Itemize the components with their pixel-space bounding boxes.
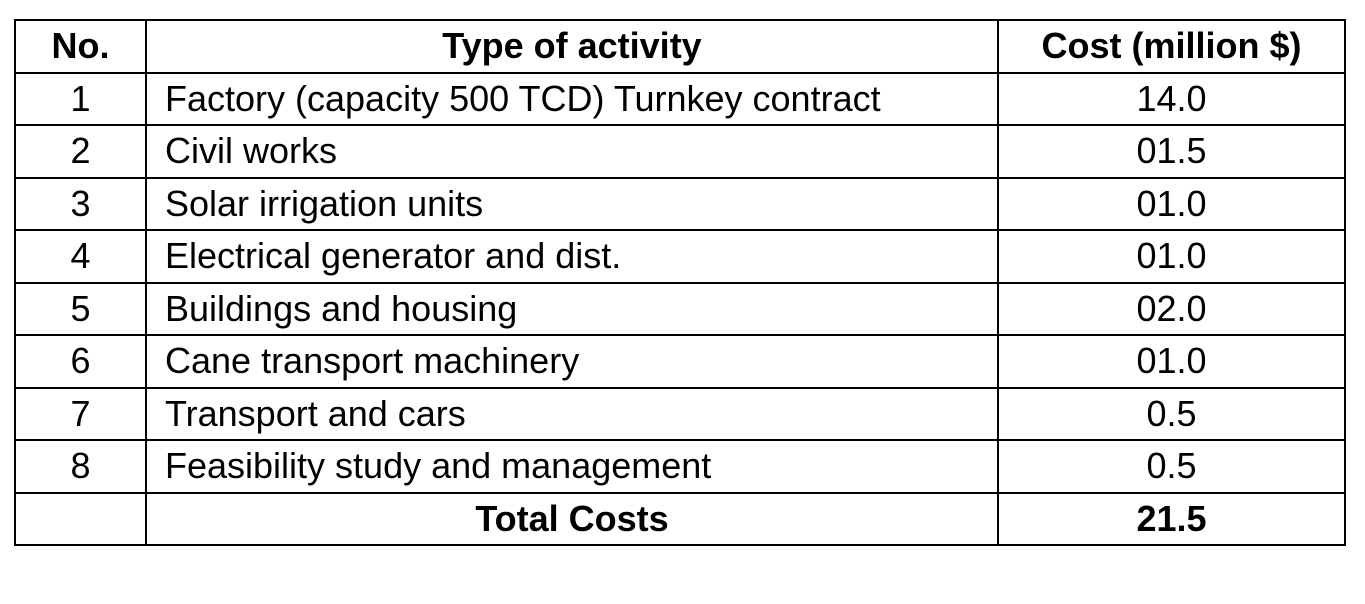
header-cost: Cost (million $): [997, 19, 1346, 74]
table-row: 5 Buildings and housing 02.0: [14, 281, 1346, 336]
table-row: 7 Transport and cars 0.5: [14, 386, 1346, 441]
row-cost: 01.0: [997, 229, 1346, 284]
table-row: 2 Civil works 01.5: [14, 124, 1346, 179]
table-row: 4 Electrical generator and dist. 01.0: [14, 229, 1346, 284]
row-activity: Solar irrigation units: [145, 176, 999, 231]
header-type-of-activity: Type of activity: [145, 19, 999, 74]
row-number: 7: [14, 386, 147, 441]
row-number: 2: [14, 124, 147, 179]
row-activity: Factory (capacity 500 TCD) Turnkey contr…: [145, 71, 999, 126]
table-row: 1 Factory (capacity 500 TCD) Turnkey con…: [14, 71, 1346, 126]
row-number: 3: [14, 176, 147, 231]
row-cost: 0.5: [997, 386, 1346, 441]
total-row: Total Costs 21.5: [14, 491, 1346, 546]
row-activity: Cane transport machinery: [145, 334, 999, 389]
row-cost: 14.0: [997, 71, 1346, 126]
table-row: 6 Cane transport machinery 01.0: [14, 334, 1346, 389]
row-activity: Electrical generator and dist.: [145, 229, 999, 284]
cost-table: No. Type of activity Cost (million $) 1 …: [14, 19, 1346, 546]
row-cost: 01.0: [997, 334, 1346, 389]
row-activity: Buildings and housing: [145, 281, 999, 336]
header-no: No.: [14, 19, 147, 74]
row-cost: 01.5: [997, 124, 1346, 179]
cost-table-container: No. Type of activity Cost (million $) 1 …: [14, 19, 1346, 546]
header-row: No. Type of activity Cost (million $): [14, 19, 1346, 74]
row-cost: 02.0: [997, 281, 1346, 336]
row-cost: 01.0: [997, 176, 1346, 231]
total-label: Total Costs: [145, 491, 999, 546]
row-cost: 0.5: [997, 439, 1346, 494]
total-number-cell: [14, 491, 147, 546]
total-value: 21.5: [997, 491, 1346, 546]
row-number: 1: [14, 71, 147, 126]
row-activity: Civil works: [145, 124, 999, 179]
table-row: 8 Feasibility study and management 0.5: [14, 439, 1346, 494]
row-number: 8: [14, 439, 147, 494]
row-number: 4: [14, 229, 147, 284]
row-activity: Transport and cars: [145, 386, 999, 441]
row-number: 5: [14, 281, 147, 336]
table-row: 3 Solar irrigation units 01.0: [14, 176, 1346, 231]
row-number: 6: [14, 334, 147, 389]
row-activity: Feasibility study and management: [145, 439, 999, 494]
